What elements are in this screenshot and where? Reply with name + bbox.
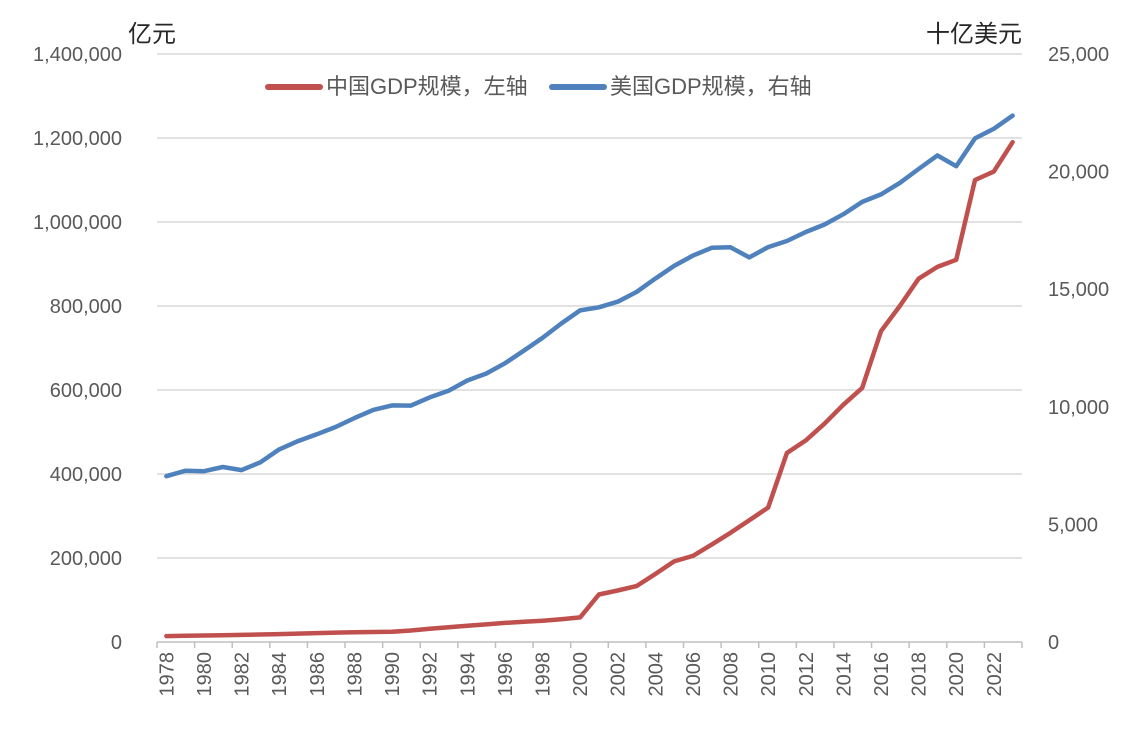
x-axis-tick-label: 2018 xyxy=(909,652,931,697)
left-axis-tick-label: 1,000,000 xyxy=(33,212,122,234)
right-axis-tick-labels: 0 5,000 10,000 15,000 20,000 25,000 xyxy=(1048,44,1109,654)
x-axis-tick-label: 2022 xyxy=(984,652,1006,697)
right-axis-title: 十亿美元 xyxy=(926,21,1022,48)
x-axis-tick-label: 1990 xyxy=(382,652,404,697)
x-axis-tick-label: 2014 xyxy=(833,652,855,697)
x-axis-tick-label: 1992 xyxy=(420,652,442,697)
x-axis-tick-label: 2004 xyxy=(645,652,667,697)
left-axis-tick-label: 0 xyxy=(111,632,122,654)
x-axis-tick-label: 1994 xyxy=(457,652,479,697)
data-series xyxy=(164,113,1015,639)
x-axis-tick-label: 1980 xyxy=(194,652,216,697)
left-axis-title: 亿元 xyxy=(128,21,176,48)
x-axis-tick-label: 2020 xyxy=(946,652,968,697)
x-axis-tick-label: 2006 xyxy=(683,652,705,697)
right-axis-tick-label: 25,000 xyxy=(1048,44,1109,66)
x-axis-tick-labels: 1978 1980 1982 1984 1986 1988 1990 1992 1994 1996… xyxy=(156,652,1005,697)
left-axis-tick-label: 200,000 xyxy=(50,548,122,570)
right-axis-tick-label: 0 xyxy=(1048,632,1059,654)
x-axis-tick-label: 1996 xyxy=(495,652,517,697)
legend-item-china-label: 中国GDP规模，左轴 xyxy=(326,74,528,99)
left-axis-tick-label: 1,200,000 xyxy=(33,128,122,150)
legend: 中国GDP规模，左轴 美国GDP规模，右轴 xyxy=(265,74,812,99)
x-axis-tick-label: 2008 xyxy=(721,652,743,697)
right-axis-tick-label: 20,000 xyxy=(1048,162,1109,184)
x-axis-tick-label: 2012 xyxy=(796,652,818,697)
left-axis-tick-labels: 0 200,000 400,000 600,000 800,000 1,000,000 1,… xyxy=(33,44,122,654)
left-axis-tick-label: 400,000 xyxy=(50,464,122,486)
us-gdp-line xyxy=(164,113,1015,479)
left-axis-tick-label: 800,000 xyxy=(50,296,122,318)
x-axis xyxy=(156,641,1023,648)
left-axis-tick-label: 600,000 xyxy=(50,380,122,402)
legend-item-us-label: 美国GDP规模，右轴 xyxy=(610,74,812,99)
x-axis-tick-label: 1986 xyxy=(307,652,329,697)
china-gdp-line xyxy=(164,139,1015,639)
right-axis-tick-label: 15,000 xyxy=(1048,279,1109,301)
x-axis-tick-label: 2016 xyxy=(871,652,893,697)
x-axis-tick-label: 1984 xyxy=(269,652,291,697)
gridlines xyxy=(157,53,1022,559)
x-axis-tick-label: 1978 xyxy=(156,652,178,697)
right-axis-tick-label: 10,000 xyxy=(1048,397,1109,419)
x-axis-tick-label: 1998 xyxy=(532,652,554,697)
right-axis-tick-label: 5,000 xyxy=(1048,514,1098,536)
x-axis-tick-label: 2002 xyxy=(608,652,630,697)
x-axis-tick-label: 1988 xyxy=(344,652,366,697)
x-axis-tick-label: 1982 xyxy=(232,652,254,697)
x-axis-tick-label: 2000 xyxy=(570,652,592,697)
x-axis-tick-label: 2010 xyxy=(758,652,780,697)
left-axis-tick-label: 1,400,000 xyxy=(33,44,122,66)
